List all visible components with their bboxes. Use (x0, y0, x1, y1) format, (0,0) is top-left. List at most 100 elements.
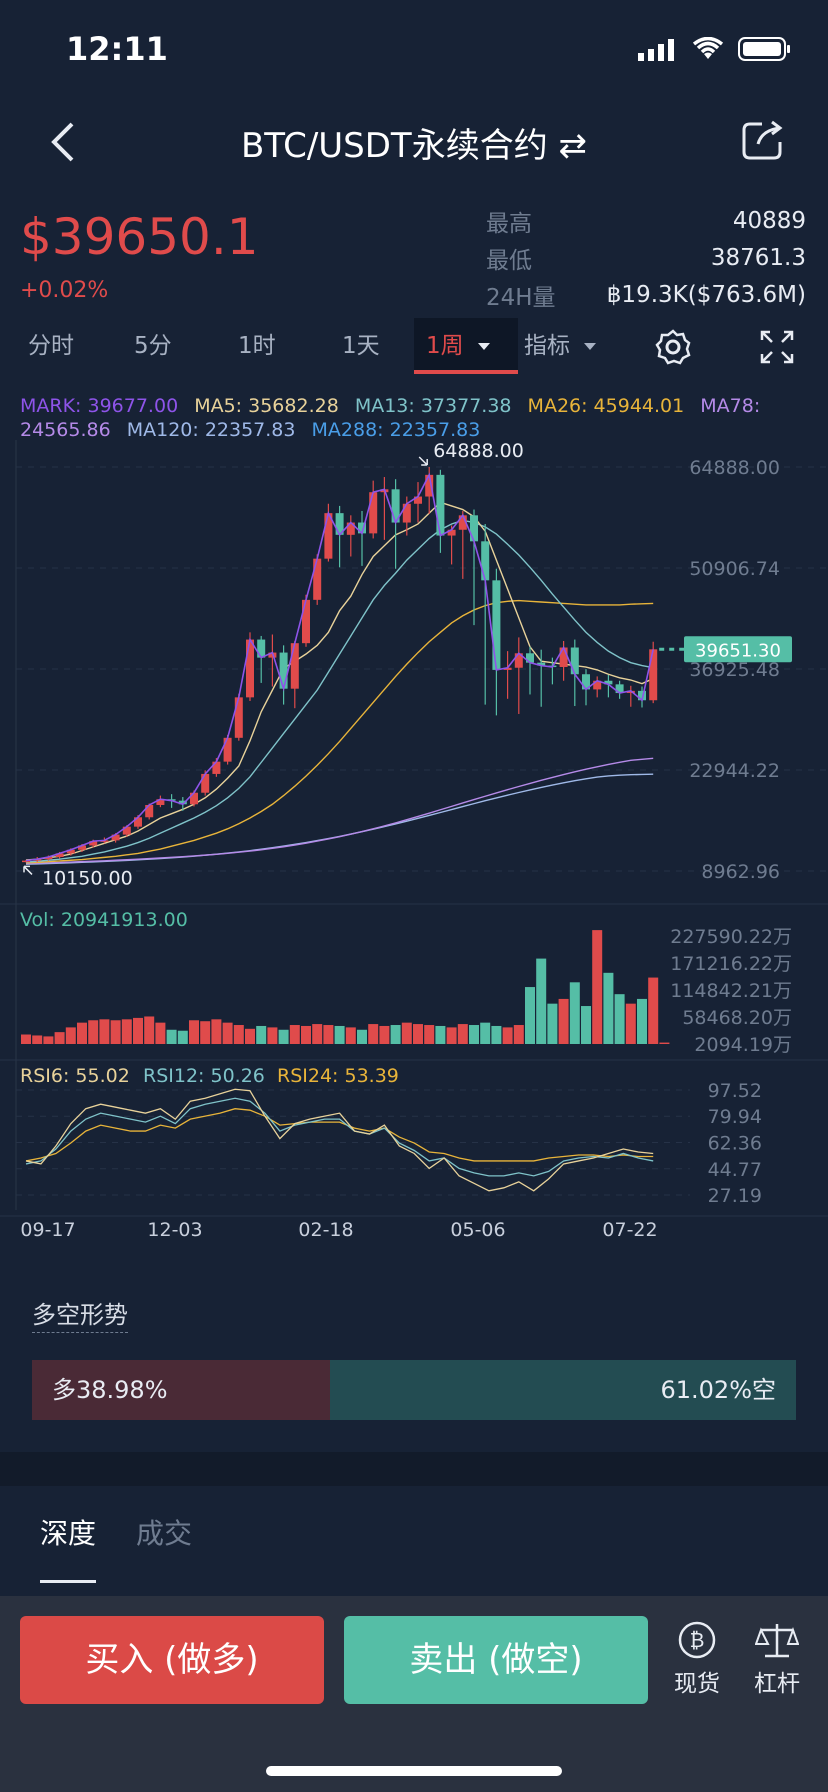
stat-label: 最低 (486, 247, 532, 274)
tab-indicators-label: 指标 (524, 333, 570, 359)
volume-bar (289, 1025, 300, 1044)
ma120-line (25, 773, 654, 865)
wifi-icon (692, 37, 724, 59)
candle-body (201, 773, 210, 793)
status-time: 12:11 (66, 30, 168, 68)
fullscreen-icon[interactable] (760, 330, 794, 364)
legend-ma13: MA13: 37377.38 (354, 395, 512, 417)
candle-body (570, 647, 579, 675)
sell-button[interactable]: 卖出 (做空) (344, 1616, 648, 1704)
volume-bar (357, 1029, 367, 1044)
tab-5min[interactable]: 5分 (134, 333, 172, 359)
stat-value: 38761.3 (710, 244, 806, 271)
candle-body (111, 834, 120, 841)
volume-label: Vol: 20941913.00 (20, 909, 188, 931)
x-axis-label: 09-17 (20, 1219, 75, 1240)
tab-1week[interactable]: 1周 (414, 318, 518, 374)
volume-bar (65, 1027, 76, 1044)
gear-icon[interactable] (654, 328, 692, 366)
page-title[interactable]: BTC/USDT永续合约 ⇄ (240, 126, 587, 166)
candle-body (290, 643, 299, 689)
candle-body (470, 515, 478, 542)
tab-1day[interactable]: 1天 (342, 333, 380, 359)
tab-indicators[interactable]: 指标 (524, 318, 596, 374)
candle-body (626, 690, 635, 694)
section-divider (0, 1452, 828, 1486)
volume-bar (233, 1025, 244, 1044)
volume-bar (21, 1034, 31, 1044)
rsi24-line (25, 1108, 654, 1162)
high-price-label: 64888.00 (433, 440, 524, 462)
market-stats: 最高 40889 最低 38761.3 24H量 ฿19.3K($763.6M) (486, 202, 806, 313)
price-axis-label: 8962.96 (701, 861, 780, 883)
tab-timeshare[interactable]: 分时 (28, 333, 74, 359)
rsi24-label: RSI24: 53.39 (277, 1065, 399, 1087)
candle-body (279, 652, 288, 689)
legend-ma120: MA120: 22357.83 (126, 419, 296, 441)
interval-tabs: 分时 5分 1时 1天 1周 指标 (0, 318, 828, 374)
tab-underline (40, 1580, 96, 1583)
price-axis-label: 36925.48 (689, 659, 780, 681)
volume-bar (345, 1027, 356, 1044)
volume-bar (312, 1024, 323, 1044)
candle-body (503, 667, 512, 670)
bitcoin-icon: ₿ (678, 1621, 716, 1659)
volume-bar (189, 1020, 199, 1044)
low-price-label: 10150.00 (42, 867, 133, 889)
candle-body (89, 841, 98, 846)
sentiment-bar: 多38.98% 61.02%空 (32, 1360, 796, 1420)
candle-body (447, 529, 456, 536)
volume-bar (480, 1022, 491, 1044)
leverage-button[interactable]: 杠杆 (742, 1620, 812, 1698)
volume-bar (77, 1022, 87, 1044)
volume-bar (121, 1019, 132, 1044)
caret-down-icon (584, 343, 596, 350)
candle-body (22, 860, 30, 863)
chevron-left-icon[interactable] (44, 118, 80, 166)
buy-button[interactable]: 买入 (做多) (20, 1616, 324, 1704)
volume-bar (144, 1016, 155, 1044)
candle-body (55, 853, 64, 858)
volume-bar (301, 1025, 311, 1044)
tab-trades[interactable]: 成交 (136, 1517, 193, 1550)
price-chart[interactable]: 64888.00 50906.74 36925.48 22944.22 8962.96 6… (0, 430, 828, 1240)
rsi12-label: RSI12: 50.26 (143, 1065, 265, 1087)
stat-value: ฿19.3K($763.6M) (606, 281, 806, 308)
share-icon[interactable] (740, 118, 784, 162)
candle-body (324, 513, 333, 559)
candle-body (134, 817, 142, 827)
leverage-label: 杠杆 (754, 1671, 800, 1697)
candle-body (604, 680, 613, 685)
volume-bar (435, 1025, 446, 1044)
tab-1hour[interactable]: 1时 (238, 333, 276, 359)
volume-bar (368, 1024, 379, 1044)
candle-body (514, 653, 523, 668)
volume-axis-label: 58468.20万 (682, 1007, 792, 1029)
candle-body (156, 799, 165, 805)
candle-body (44, 857, 53, 860)
volume-bar (446, 1027, 457, 1044)
candle-body (436, 474, 445, 536)
rsi12-line (25, 1097, 654, 1177)
rsi-axis-label: 62.36 (708, 1132, 762, 1154)
candle-body (78, 845, 86, 850)
legend-ma26: MA26: 45944.01 (527, 395, 685, 417)
candle-body (246, 639, 254, 698)
candle-body (313, 558, 322, 600)
volume-bar (32, 1035, 43, 1044)
stat-high: 最高 40889 (486, 202, 806, 239)
volume-bar (424, 1025, 435, 1044)
spot-button[interactable]: ₿ 现货 (662, 1620, 732, 1698)
high-arrow-icon (418, 456, 428, 466)
candle-body (212, 761, 221, 774)
last-price: $39650.1 (20, 208, 259, 266)
candle-body (302, 599, 310, 644)
volume-bar (603, 972, 614, 1044)
volume-bar (469, 1025, 479, 1044)
candle-body (178, 800, 187, 805)
candle-body (593, 680, 602, 690)
volume-bar (614, 994, 625, 1044)
tab-depth[interactable]: 深度 (40, 1517, 97, 1550)
battery-icon (738, 37, 790, 61)
candle-body (391, 489, 400, 523)
